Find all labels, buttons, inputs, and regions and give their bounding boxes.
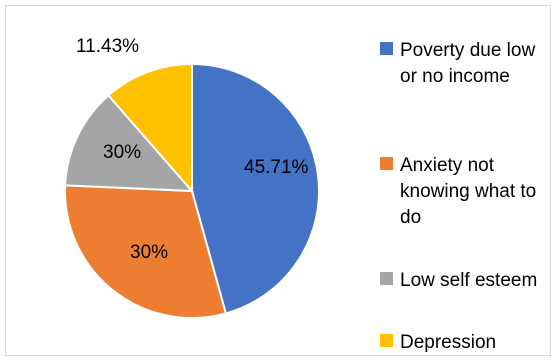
chart-area: 45.71% 30% 30% 11.43% Poverty due low or no…	[5, 5, 551, 356]
legend-swatch-2	[380, 157, 393, 170]
pie-slice-1	[191, 62, 320, 315]
legend-label-1: Poverty due low or no income	[400, 40, 536, 87]
slice-label-1: 45.71%	[244, 157, 309, 178]
pie-slice-3	[64, 93, 195, 193]
legend-label-2: Anxiety not knowing what to do	[400, 155, 537, 228]
legend-label-3: Low self esteem	[400, 270, 538, 291]
slice-label-3: 30%	[103, 142, 141, 163]
pie-slice-4	[107, 62, 193, 194]
legend-swatch-4	[380, 334, 393, 347]
slice-label-2: 30%	[130, 242, 168, 263]
legend-label-4: Depression	[400, 332, 497, 353]
slice-label-4: 11.43%	[76, 36, 139, 57]
pie-slice-2	[64, 184, 228, 319]
pie-chart: 45.71% 30% 30% 11.43%	[64, 36, 320, 319]
legend-swatch-3	[380, 272, 393, 285]
legend-swatch-1	[380, 42, 393, 55]
